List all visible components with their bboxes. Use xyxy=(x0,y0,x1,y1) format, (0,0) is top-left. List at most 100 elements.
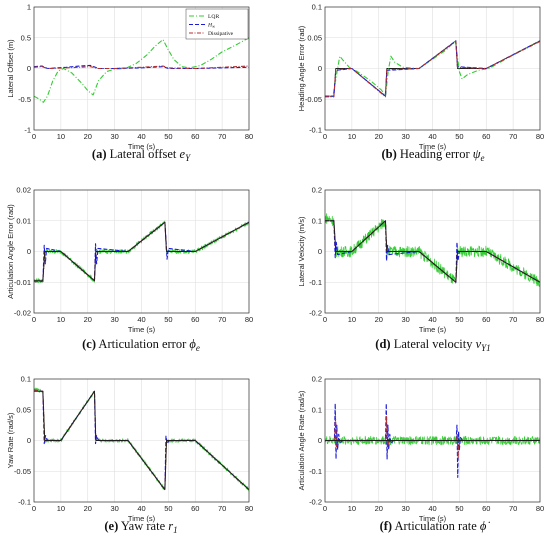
y-axis-label: Yaw Rate (rad/s) xyxy=(6,412,15,468)
plot-frame xyxy=(33,6,250,131)
x-tick-label: 0 xyxy=(323,132,327,141)
x-tick-label: 80 xyxy=(536,132,544,141)
y-tick-label: -0.2 xyxy=(309,498,322,507)
x-axis-label: Time (s) xyxy=(419,514,447,523)
chart-panel-b: 0 10 20 30 40 50 60 70 80 -0.1 -0.05 0 0.05 0.1 Time (… xyxy=(297,3,544,164)
caption-text: Lateral offset xyxy=(107,147,180,161)
chart-panel-d: 0 10 20 30 40 50 60 70 80 -0.2 -0.1 0 0.1 0.2 Time (s)… xyxy=(297,186,544,354)
x-tick-label: 70 xyxy=(218,504,226,513)
x-tick-label: 20 xyxy=(375,504,383,513)
series-line-hinf xyxy=(34,221,249,283)
y-tick-label: 0 xyxy=(318,64,322,73)
x-axis-label: Time (s) xyxy=(128,325,156,334)
y-tick-label: 0.5 xyxy=(21,33,31,42)
caption-subscript: 1 xyxy=(173,525,178,535)
y-tick-label: -0.5 xyxy=(18,95,31,104)
x-tick-label: 10 xyxy=(57,132,65,141)
x-tick-label: 20 xyxy=(84,504,92,513)
x-axis-label: Time (s) xyxy=(419,325,447,334)
caption-label: (d) xyxy=(375,337,390,351)
x-tick-label: 50 xyxy=(164,504,172,513)
x-tick-label: 50 xyxy=(455,504,463,513)
legend-label-diss: Dissipative xyxy=(208,31,234,37)
plot-frame xyxy=(33,378,250,503)
x-tick-label: 80 xyxy=(245,315,253,324)
x-tick-label: 0 xyxy=(32,132,36,141)
caption-subscript: e xyxy=(481,153,485,163)
caption-symbol: ϕ xyxy=(189,337,196,351)
y-tick-label: 0.2 xyxy=(312,186,322,195)
x-axis-label: Time (s) xyxy=(128,514,156,523)
series-line-diss xyxy=(325,40,540,98)
x-tick-label: 60 xyxy=(482,315,490,324)
caption-symbol: e xyxy=(180,147,186,161)
x-tick-label: 40 xyxy=(428,315,436,324)
y-tick-label: 0 xyxy=(27,64,31,73)
x-tick-label: 10 xyxy=(57,504,65,513)
x-tick-label: 60 xyxy=(191,504,199,513)
y-tick-label: -0.1 xyxy=(309,467,322,476)
plot-frame xyxy=(324,189,541,314)
y-tick-label: -0.05 xyxy=(14,467,31,476)
y-axis-label: Articulation Angle Error (rad) xyxy=(6,204,15,299)
legend-label-hinf: H∞ xyxy=(207,23,215,30)
plot-frame xyxy=(33,189,250,314)
x-tick-label: 80 xyxy=(536,315,544,324)
subfigure-caption: (e) Yaw rate r1 xyxy=(104,519,177,535)
x-tick-label: 80 xyxy=(245,132,253,141)
subfigure-caption: (d) Lateral velocity vY1 xyxy=(375,337,490,353)
series-group xyxy=(34,387,249,492)
y-tick-label: -0.2 xyxy=(309,309,322,318)
y-tick-label: -0.1 xyxy=(309,278,322,287)
caption-symbol: ψ xyxy=(473,147,481,161)
x-tick-label: 0 xyxy=(323,315,327,324)
chart-panel-e: 0 10 20 30 40 50 60 70 80 -0.1 -0.05 0 0.05 0.1 Time (… xyxy=(6,375,253,536)
caption-symbol: ϕ̇ xyxy=(480,519,490,533)
caption-subscript: Y1 xyxy=(481,343,491,353)
y-tick-label: -1 xyxy=(24,126,31,135)
legend-hinf-main: H xyxy=(207,23,213,29)
y-tick-label: 0.1 xyxy=(21,375,31,384)
x-axis-label: Time (s) xyxy=(419,142,447,151)
y-axis-label: Articulation Angle Rate (rad/s) xyxy=(297,390,306,490)
y-tick-label: -0.05 xyxy=(305,95,322,104)
x-tick-label: 10 xyxy=(348,504,356,513)
series-group xyxy=(325,40,540,98)
caption-symbol: v xyxy=(476,337,482,351)
x-tick-label: 30 xyxy=(401,504,409,513)
x-tick-label: 20 xyxy=(375,132,383,141)
x-tick-label: 20 xyxy=(84,315,92,324)
y-tick-label: -0.02 xyxy=(14,309,31,318)
y-tick-label: 0 xyxy=(318,436,322,445)
x-tick-label: 80 xyxy=(245,504,253,513)
caption-text: Heading error xyxy=(397,147,473,161)
series-line-hinf xyxy=(325,403,540,478)
subfigure-caption: (a) Lateral offset eY xyxy=(92,147,191,163)
x-tick-label: 80 xyxy=(536,504,544,513)
x-tick-label: 70 xyxy=(218,132,226,141)
caption-text: Yaw rate xyxy=(118,519,168,533)
caption-label: (f) xyxy=(380,519,393,533)
y-tick-label: 0.1 xyxy=(312,405,322,414)
chart-panel-c: 0 10 20 30 40 50 60 70 80 -0.02 -0.01 0 0.01 0.02 Time… xyxy=(6,186,253,354)
caption-text: Lateral velocity xyxy=(391,337,476,351)
y-axis-label: Heading Angle Error (rad) xyxy=(297,25,306,111)
caption-text: Articulation error xyxy=(96,337,189,351)
x-tick-label: 50 xyxy=(455,315,463,324)
series-line-diss xyxy=(34,65,249,70)
x-tick-label: 50 xyxy=(164,315,172,324)
subfigure-caption: (f) Articulation rate ϕ̇ xyxy=(380,519,491,533)
x-tick-label: 50 xyxy=(164,132,172,141)
chart-panel-f: 0 10 20 30 40 50 60 70 80 -0.2 -0.1 0 0.1 0.2 Time (s)… xyxy=(297,375,544,534)
x-tick-label: 70 xyxy=(509,132,517,141)
x-tick-label: 20 xyxy=(375,315,383,324)
y-tick-label: 0.1 xyxy=(312,3,322,12)
x-tick-label: 10 xyxy=(57,315,65,324)
caption-label: (a) xyxy=(92,147,107,161)
x-tick-label: 70 xyxy=(509,504,517,513)
series-group xyxy=(34,37,249,103)
caption-text: Articulation rate xyxy=(392,519,480,533)
x-tick-label: 40 xyxy=(137,315,145,324)
caption-label: (e) xyxy=(104,519,118,533)
x-tick-label: 20 xyxy=(84,132,92,141)
